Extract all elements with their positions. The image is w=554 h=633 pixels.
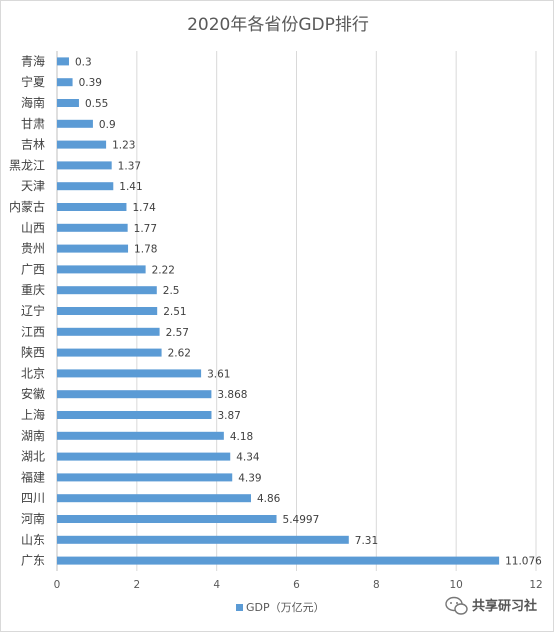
bar	[57, 182, 114, 191]
category-label: 甘肃	[21, 117, 45, 131]
bar	[57, 369, 202, 378]
bar	[57, 556, 500, 565]
legend-swatch	[236, 604, 243, 611]
bar	[57, 265, 146, 274]
bar	[57, 244, 129, 253]
chart-title: 2020年各省份GDP排行	[187, 15, 369, 35]
category-label: 山西	[21, 221, 45, 235]
bar	[57, 223, 128, 232]
category-labels: 青海宁夏海南甘肃吉林黑龙江天津内蒙古山西贵州广西重庆辽宁江西陕西北京安徽上海湖南…	[9, 53, 45, 567]
bar-value-label: 2.51	[163, 306, 186, 318]
category-label: 黑龙江	[9, 158, 45, 172]
grid-lines	[56, 51, 537, 571]
category-label: 天津	[21, 179, 45, 193]
watermark-text: 共享研习社	[472, 598, 537, 614]
category-label: 吉林	[21, 138, 45, 152]
bar	[57, 452, 231, 461]
category-label: 广西	[21, 262, 45, 276]
bar-value-label: 1.78	[134, 244, 157, 256]
category-label: 河南	[21, 511, 45, 526]
bar-value-label: 4.39	[238, 472, 261, 484]
bar	[57, 348, 162, 357]
bar-value-label: 2.5	[163, 285, 180, 297]
bar-value-label: 3.868	[217, 389, 247, 401]
bar	[57, 307, 158, 315]
bar-value-label: 0.55	[85, 98, 108, 110]
category-label: 安徽	[21, 386, 45, 401]
x-tick-label: 4	[213, 579, 220, 591]
bar	[57, 411, 212, 419]
bar	[57, 494, 251, 503]
bar-value-label: 3.87	[217, 410, 240, 422]
category-label: 湖北	[21, 449, 45, 464]
category-label: 辽宁	[21, 303, 45, 318]
category-label: 上海	[21, 407, 45, 422]
category-label: 陕西	[21, 345, 45, 360]
category-label: 北京	[21, 366, 45, 380]
category-label: 广东	[21, 554, 45, 568]
bar-value-label: 11.076	[505, 556, 542, 568]
bar-value-label: 7.31	[355, 535, 378, 547]
category-label: 海南	[21, 95, 45, 110]
x-tick-label: 12	[529, 579, 542, 591]
bar	[57, 119, 93, 128]
category-label: 贵州	[21, 242, 45, 256]
bar-value-label: 1.41	[119, 181, 142, 193]
watermark: 共享研习社	[445, 596, 537, 615]
value-labels: 0.3 0.39 0.55 0.9 1.23 1.37 1.41 1.74 1.77 1.78 2.…	[75, 56, 542, 567]
bar	[57, 327, 160, 336]
bar-value-label: 4.18	[230, 431, 253, 443]
x-tick-label: 0	[54, 579, 61, 591]
bar-value-label: 3.61	[207, 368, 230, 380]
category-label: 福建	[21, 469, 45, 484]
bar-value-label: 0.3	[75, 56, 92, 68]
x-axis-ticks: 0 2 4 6 8 10 12	[54, 579, 543, 591]
category-label: 内蒙古	[9, 199, 45, 214]
x-tick-label: 6	[293, 579, 300, 591]
bar	[57, 390, 212, 399]
bar-value-label: 1.37	[118, 160, 141, 172]
category-label: 山东	[21, 533, 45, 547]
bar	[57, 431, 224, 440]
bar-value-label: 4.34	[236, 452, 260, 464]
bar-value-label: 1.23	[112, 140, 135, 152]
bar-value-label: 1.74	[132, 202, 156, 214]
bar-value-label: 5.4997	[283, 514, 320, 526]
x-tick-label: 10	[449, 579, 462, 591]
bar	[57, 286, 157, 295]
bar-value-label: 0.39	[79, 77, 102, 89]
wechat-icon	[445, 596, 468, 615]
bar	[57, 140, 107, 149]
bar	[57, 99, 79, 107]
bar	[57, 57, 69, 66]
category-label: 重庆	[21, 283, 45, 297]
bar	[57, 473, 233, 482]
bar-value-label: 4.86	[257, 493, 281, 505]
bar-value-label: 2.62	[168, 348, 191, 360]
bar-value-label: 2.22	[152, 264, 175, 276]
category-label: 青海	[21, 53, 45, 68]
x-tick-label: 8	[373, 579, 380, 591]
bars	[57, 57, 500, 565]
legend: GDP（万亿元）	[236, 601, 325, 614]
bar	[57, 515, 277, 523]
x-tick-label: 2	[133, 579, 140, 591]
bar	[57, 78, 73, 87]
category-label: 宁夏	[21, 74, 45, 89]
bar	[57, 535, 349, 544]
bar	[57, 203, 127, 211]
category-label: 江西	[21, 325, 45, 339]
legend-label: GDP（万亿元）	[246, 601, 325, 614]
category-label: 湖南	[21, 428, 45, 443]
bar-value-label: 1.77	[134, 223, 157, 235]
bar-value-label: 2.57	[166, 327, 189, 339]
bar-value-label: 0.9	[99, 119, 116, 131]
category-label: 四川	[21, 491, 45, 505]
bar	[57, 161, 112, 170]
